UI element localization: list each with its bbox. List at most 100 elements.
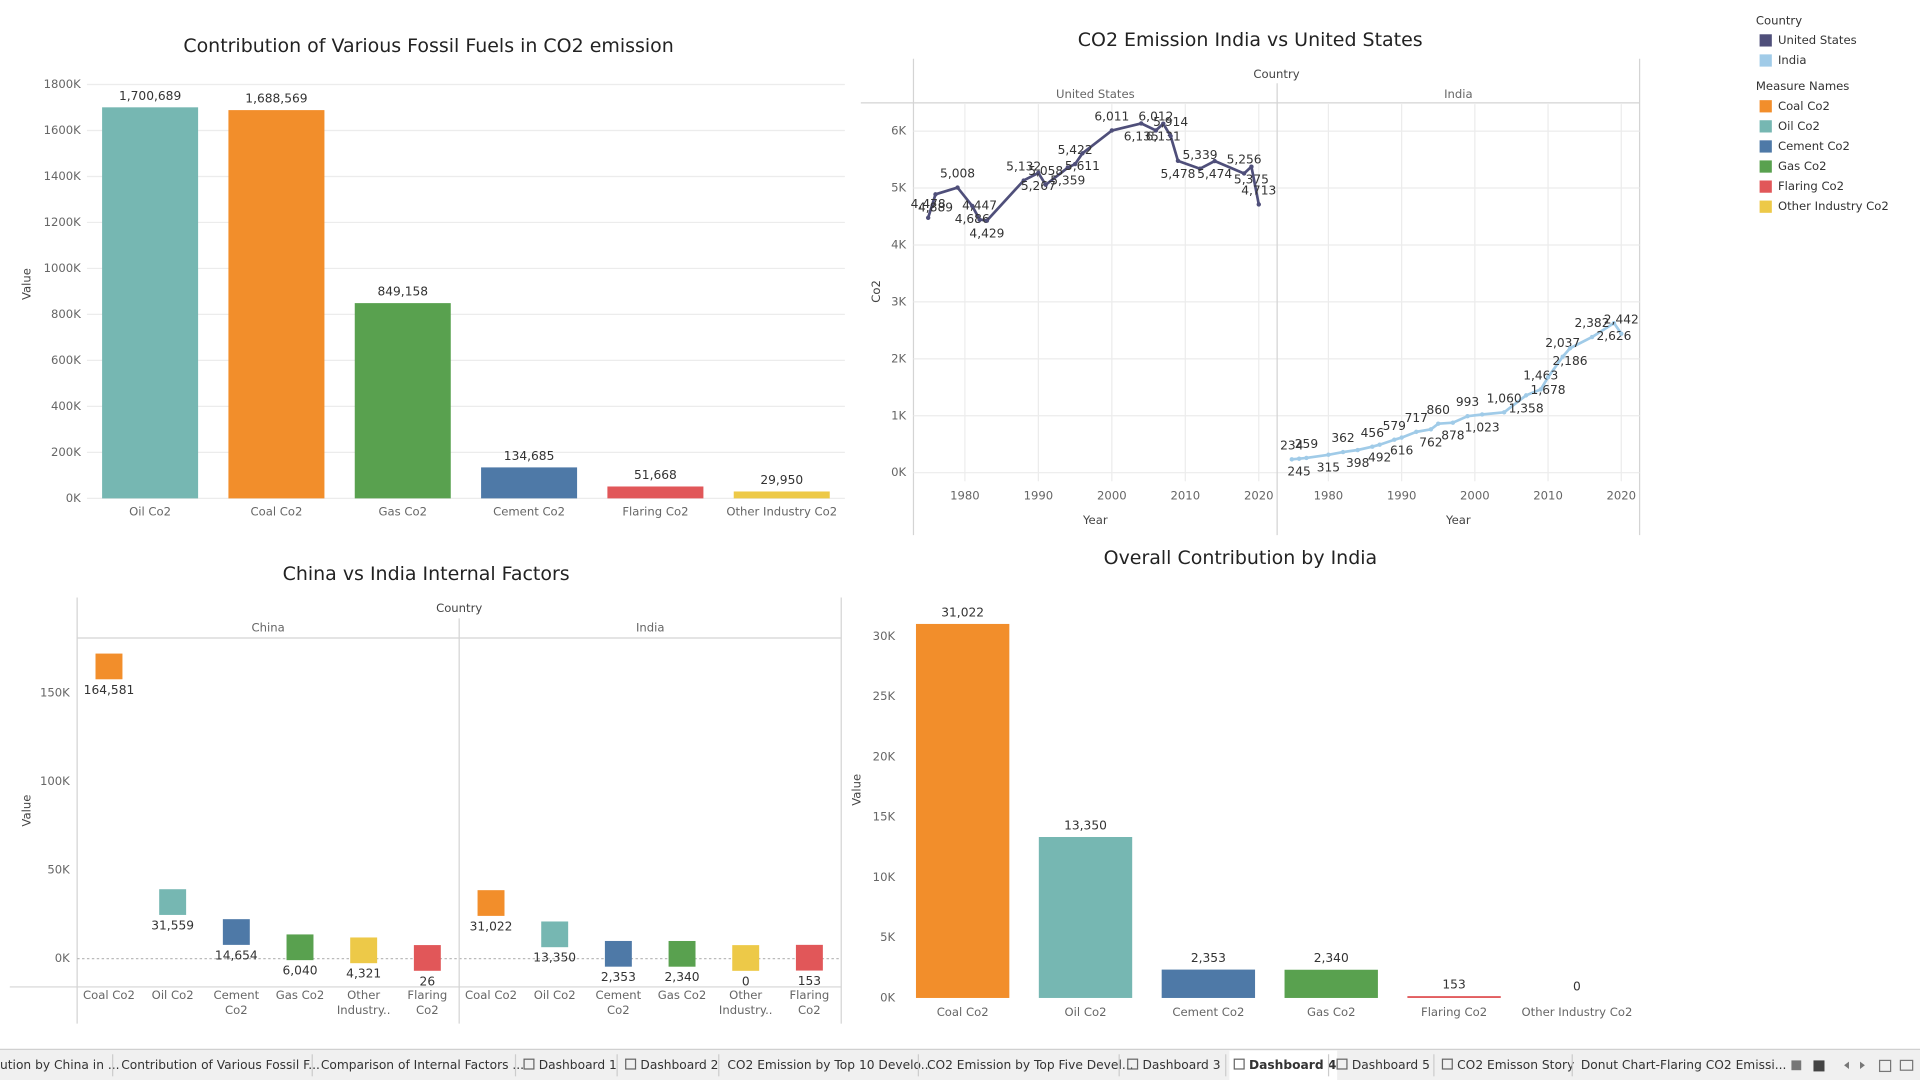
point (1139, 121, 1144, 126)
shape-mark (668, 940, 696, 967)
tab[interactable]: CO2 Emission by Top 10 Develo... (727, 1058, 932, 1072)
bar (1407, 996, 1501, 998)
x-tick-label: Coal Co2 (250, 504, 302, 518)
column-header: Country (1253, 67, 1299, 81)
shape-mark (286, 934, 314, 961)
panel-label: India (636, 621, 665, 635)
x-tick-label: 2020 (1606, 488, 1636, 502)
tab[interactable]: Dashboard 1 (539, 1058, 617, 1072)
tab[interactable]: Comparison of Internal Factors ... (321, 1058, 524, 1072)
bar (481, 467, 578, 499)
value-label: 0 (1573, 979, 1581, 993)
x-tick-label: Other Industry.. (718, 989, 773, 1018)
point (933, 192, 938, 197)
value-label: 5,267 (1021, 179, 1056, 193)
bar (354, 303, 451, 499)
tab[interactable]: Donut Chart-Flaring CO2 Emissi... (1581, 1058, 1787, 1072)
tab[interactable]: Dashboard 5 (1352, 1058, 1430, 1072)
grid-icon[interactable] (1791, 1060, 1802, 1071)
shape-mark (222, 919, 250, 945)
chart-title: China vs India Internal Factors (283, 563, 570, 585)
point (925, 215, 931, 220)
x-tick-label: Oil Co2 (151, 989, 194, 1003)
point (1428, 427, 1434, 432)
value-label: 164,581 (84, 683, 135, 697)
y-axis-title: Value (850, 774, 864, 806)
y-tick-label: 2K (891, 351, 906, 365)
bar (915, 623, 1010, 998)
legend-swatch (1759, 200, 1772, 213)
x-tick-wrap: Gas Co2 (657, 989, 707, 1003)
value-label: 2,340 (1314, 951, 1349, 965)
stop-icon[interactable] (1813, 1060, 1825, 1072)
value-label: 492 (1368, 451, 1391, 465)
prev-icon[interactable] (1844, 1061, 1849, 1069)
point (1241, 171, 1247, 176)
shape-mark (795, 944, 823, 971)
point (1296, 456, 1302, 461)
tab[interactable]: CO2 Emisson Story (1457, 1058, 1574, 1072)
tab[interactable]: ution by China in ... (0, 1058, 120, 1072)
y-tick-label: 1800K (44, 77, 82, 91)
value-label: 1,678 (1531, 383, 1566, 397)
value-label: 5,008 (940, 167, 975, 181)
value-label: 616 (1390, 444, 1414, 458)
x-tick-label: Oil Co2 (1065, 1005, 1107, 1019)
y-tick-label: 1000K (44, 261, 82, 275)
present-icon[interactable] (1899, 1059, 1914, 1071)
legend-title: Measure Names (1756, 79, 1849, 93)
point (977, 217, 982, 222)
y-tick-label: 0K (55, 951, 70, 965)
tab[interactable]: Dashboard 2 (640, 1058, 718, 1072)
legend-label: Gas Co2 (1778, 159, 1827, 173)
x-tick-label: Gas Co2 (657, 989, 707, 1003)
point (1523, 393, 1529, 398)
point (1175, 158, 1181, 164)
legend-swatch (1759, 34, 1772, 47)
chart-title: CO2 Emission India vs United States (1078, 29, 1423, 51)
point (1256, 202, 1261, 207)
x-tick-wrap: Oil Co2 (151, 989, 194, 1003)
next-icon[interactable] (1860, 1061, 1865, 1069)
value-label: 5,359 (1050, 174, 1085, 188)
y-tick-label: 10K (873, 870, 896, 884)
tab-icon (1233, 1058, 1245, 1070)
tab[interactable]: Contribution of Various Fossil F... (121, 1058, 320, 1072)
point (1377, 442, 1382, 447)
value-label: 2,037 (1545, 336, 1580, 350)
point (1560, 354, 1565, 359)
legend-title: Country (1756, 13, 1802, 27)
value-label: 860 (1427, 403, 1450, 417)
y-tick-label: 150K (40, 685, 70, 699)
value-label: 4,686 (955, 212, 990, 226)
y-tick-label: 0K (66, 491, 81, 505)
y-tick-label: 1200K (44, 215, 82, 229)
point (1450, 420, 1456, 425)
point (1399, 435, 1404, 440)
value-label: 5,478 (1160, 167, 1195, 181)
y-tick-label: 200K (51, 445, 81, 459)
x-tick-label: 1980 (1314, 488, 1344, 502)
shape-mark (477, 890, 505, 916)
value-label: 2,353 (1191, 951, 1226, 965)
bar (102, 107, 199, 499)
fullscreen-icon[interactable] (1878, 1059, 1892, 1073)
legend-label: Flaring Co2 (1778, 179, 1844, 193)
x-tick-wrap: Cement Co2 (213, 989, 259, 1017)
value-label: 2,353 (601, 970, 636, 984)
y-tick-label: 20K (873, 749, 896, 763)
tab[interactable]: Dashboard 4 (1249, 1058, 1336, 1072)
x-tick-label: Flaring Co2 (407, 989, 448, 1018)
x-tick-label: Oil Co2 (129, 504, 171, 518)
value-label: 849,158 (377, 285, 428, 299)
tab[interactable]: CO2 Emission by Top Five Devel... (927, 1058, 1134, 1072)
x-tick-wrap: Other Industry.. (718, 989, 773, 1018)
tab[interactable]: Dashboard 3 (1142, 1058, 1220, 1072)
value-label: 2,442 (1604, 313, 1639, 327)
legend-swatch (1759, 120, 1772, 133)
value-label: 362 (1331, 431, 1354, 445)
value-label: 398 (1346, 456, 1369, 470)
value-label: 31,022 (941, 605, 984, 619)
value-label: 2,382 (1574, 316, 1609, 330)
chart-title: Contribution of Various Fossil Fuels in … (183, 35, 673, 57)
